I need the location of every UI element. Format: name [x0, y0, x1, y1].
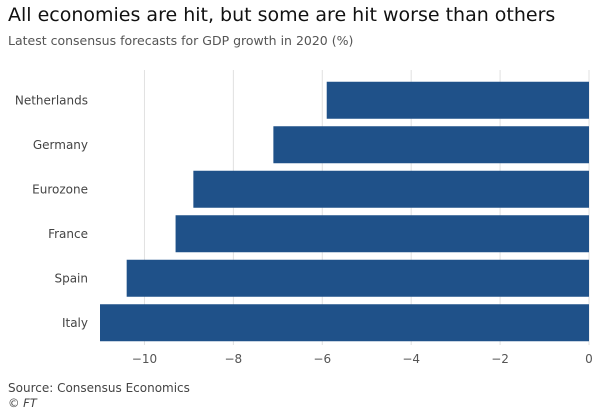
- bar-spain: [126, 259, 589, 297]
- x-tick-label: −8: [225, 352, 243, 366]
- chart-title: All economies are hit, but some are hit …: [8, 4, 556, 26]
- source-note: Source: Consensus Economics: [8, 381, 190, 395]
- x-tick-labels: −10 −8 −6 −4 −2 0: [132, 352, 593, 366]
- x-tick-label: −4: [402, 352, 420, 366]
- bar-netherlands: [326, 81, 589, 119]
- bar-italy: [100, 304, 589, 342]
- copyright-note: © FT: [8, 396, 37, 410]
- category-label-spain: Spain: [54, 271, 88, 285]
- chart-subtitle: Latest consensus forecasts for GDP growt…: [8, 33, 354, 48]
- category-label-italy: Italy: [62, 316, 88, 330]
- category-label-germany: Germany: [33, 138, 88, 152]
- x-tick-label: −2: [491, 352, 509, 366]
- category-label-france: France: [48, 227, 88, 241]
- bar-germany: [273, 126, 589, 164]
- category-label-eurozone: Eurozone: [32, 182, 88, 196]
- category-labels: Netherlands Germany Eurozone France Spain Ita…: [15, 93, 88, 330]
- bars: [100, 81, 589, 342]
- x-tick-label: 0: [585, 352, 593, 366]
- category-label-netherlands: Netherlands: [15, 93, 88, 107]
- bar-chart: Netherlands Germany Eurozone France Spain Ita…: [15, 70, 593, 366]
- x-tick-label: −10: [132, 352, 157, 366]
- bar-france: [175, 215, 589, 253]
- bar-eurozone: [193, 170, 589, 208]
- x-tick-label: −6: [313, 352, 331, 366]
